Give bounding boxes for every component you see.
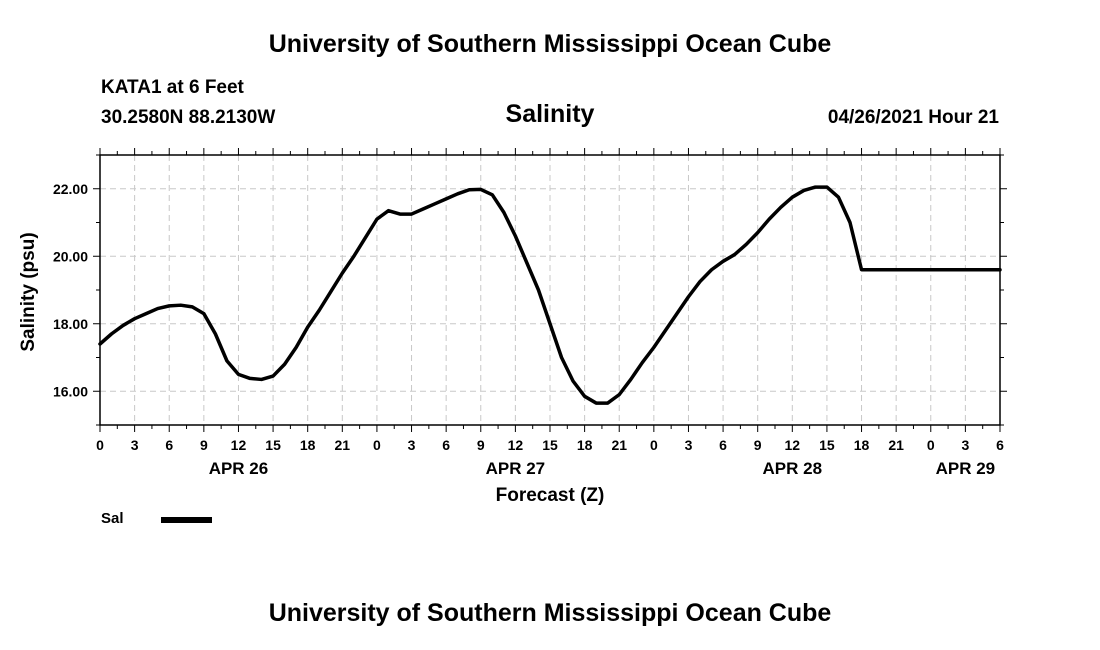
y-axis-label: Salinity (psu) xyxy=(18,232,39,351)
x-tick-label: 21 xyxy=(888,437,904,453)
y-tick-label: 22.00 xyxy=(53,181,88,197)
date-label: APR 27 xyxy=(486,459,546,478)
x-tick-label: 3 xyxy=(131,437,139,453)
header-title: University of Southern Mississippi Ocean… xyxy=(268,30,832,58)
x-tick-label: 3 xyxy=(685,437,693,453)
x-tick-label: 9 xyxy=(754,437,762,453)
legend-swatch xyxy=(161,517,212,523)
x-tick-label: 6 xyxy=(719,437,727,453)
x-tick-label: 6 xyxy=(996,437,1004,453)
x-tick-label: 12 xyxy=(231,437,247,453)
date-label: APR 28 xyxy=(763,459,823,478)
x-tick-label: 9 xyxy=(477,437,485,453)
x-tick-label: 21 xyxy=(335,437,351,453)
series-line-sal xyxy=(98,185,1002,405)
x-tick-label: 15 xyxy=(542,437,558,453)
x-tick-label: 18 xyxy=(854,437,870,453)
x-tick-label: 21 xyxy=(611,437,627,453)
forecast-timestamp: 04/26/2021 Hour 21 xyxy=(827,107,999,128)
x-tick-label: 9 xyxy=(200,437,208,453)
y-tick-label: 18.00 xyxy=(53,316,88,332)
x-tick-label: 0 xyxy=(927,437,935,453)
station-coordinates: 30.2580N 88.2130W xyxy=(101,107,276,128)
x-tick-label: 0 xyxy=(373,437,381,453)
x-tick-label: 18 xyxy=(300,437,316,453)
footer-title: University of Southern Mississippi Ocean… xyxy=(268,599,832,627)
x-tick-label: 0 xyxy=(650,437,658,453)
x-tick-label: 0 xyxy=(96,437,104,453)
date-label: APR 29 xyxy=(936,459,996,478)
station-label: KATA1 at 6 Feet xyxy=(101,77,244,98)
x-tick-label: 12 xyxy=(785,437,801,453)
date-label: APR 26 xyxy=(209,459,269,478)
legend-label: Sal xyxy=(101,510,124,527)
y-tick-label: 20.00 xyxy=(53,248,88,264)
x-tick-label: 6 xyxy=(442,437,450,453)
x-tick-label: 18 xyxy=(577,437,593,453)
x-tick-label: 15 xyxy=(265,437,281,453)
x-tick-label: 3 xyxy=(408,437,416,453)
x-axis-label: Forecast (Z) xyxy=(496,485,605,506)
x-tick-label: 6 xyxy=(165,437,173,453)
y-tick-label: 16.00 xyxy=(53,383,88,399)
x-tick-label: 3 xyxy=(961,437,969,453)
chart-title: Salinity xyxy=(505,100,595,128)
x-tick-label: 15 xyxy=(819,437,835,453)
x-tick-label: 12 xyxy=(508,437,524,453)
